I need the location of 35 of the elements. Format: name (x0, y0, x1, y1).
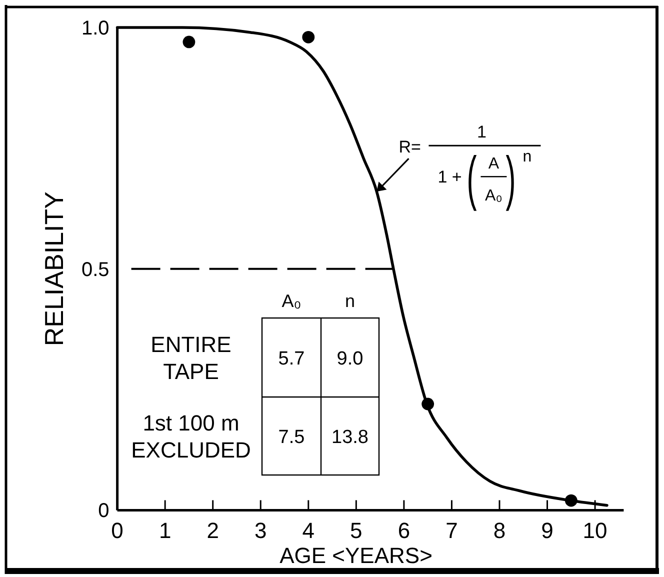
x-axis-title: AGE <YEARS> (280, 543, 432, 568)
point (182, 36, 196, 48)
y-axis-title: RELIABILITY (39, 192, 69, 346)
annotation: 13.8 (332, 427, 368, 448)
annotation: 9.0 (336, 348, 364, 370)
x-tick-label: 2 (206, 518, 219, 544)
x-tick-label: 3 (254, 518, 267, 544)
annotation: R= (398, 138, 421, 157)
annotation: 1 (476, 122, 486, 142)
annotation: n (522, 148, 532, 166)
x-tick-label: 8 (493, 518, 506, 544)
annotation: A₀ (485, 188, 502, 205)
point (302, 30, 315, 44)
x-tick-label: 1 (158, 518, 172, 544)
x-tick-label: 4 (302, 518, 315, 544)
annotation: ( (466, 145, 477, 213)
annotation: n (344, 291, 356, 311)
annotation: 7.5 (278, 427, 305, 448)
annotation: A₀ (282, 291, 302, 311)
x-tick-label: 9 (541, 518, 554, 544)
y-tick-label: 0 (98, 500, 110, 522)
point (564, 494, 578, 507)
annotation: A (488, 156, 500, 173)
x-tick-label: 6 (398, 518, 410, 544)
y-tick-label: 1.0 (81, 18, 110, 40)
annotation: ENTIRE TAPE (150, 332, 232, 384)
annotation: 1 + (438, 168, 462, 187)
annotation: 5.7 (278, 348, 305, 370)
annotation: 1st 100 m EXCLUDED (131, 410, 251, 462)
x-tick-label: 5 (350, 518, 362, 544)
point (422, 398, 434, 410)
y-tick-label: 0.5 (81, 258, 110, 281)
annotation: ) (506, 145, 516, 213)
x-tick-label: 7 (446, 518, 458, 544)
x-tick-label: 10 (582, 518, 608, 544)
